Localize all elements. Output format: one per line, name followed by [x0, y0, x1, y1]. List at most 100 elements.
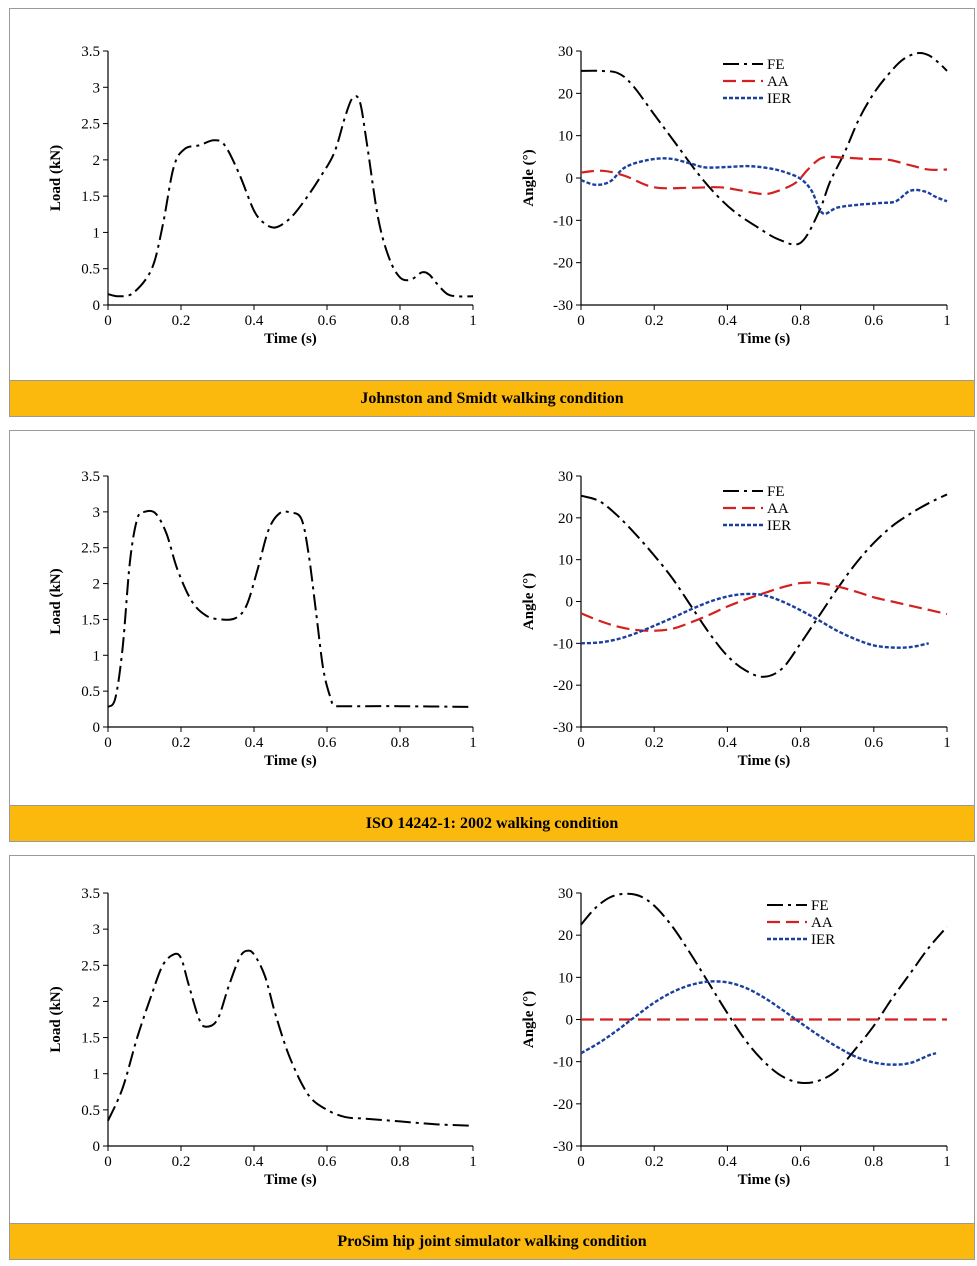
load-xtick-label: 0 — [104, 313, 112, 329]
load-series-fe — [107, 509, 474, 708]
load-xtick-label: 0.6 — [318, 735, 337, 751]
angle-legend-label-fe: FE — [767, 57, 785, 73]
angle-xtick-label: 0.4 — [718, 735, 737, 751]
load-ylabel: Load (kN) — [48, 145, 64, 211]
load-ytick-label: 3 — [93, 922, 101, 938]
angle-legend-label-aa: AA — [767, 74, 789, 90]
angle-ytick-label: -30 — [553, 720, 573, 736]
angle-ytick-label: 30 — [558, 44, 573, 60]
load-xtick-label: 0 — [104, 735, 112, 751]
angle-ytick-label: -10 — [553, 213, 573, 229]
angle-xtick-label: 0.6 — [791, 1154, 810, 1170]
load-ytick-label: 3.5 — [81, 886, 100, 902]
angle-xtick-label: 0.8 — [791, 313, 810, 329]
load-xtick-label: 0.4 — [245, 1154, 264, 1170]
angle-ytick-label: 20 — [558, 86, 573, 102]
angle-ytick-label: -10 — [553, 636, 573, 652]
angle-legend-label-aa: AA — [811, 915, 833, 931]
angle-chart: -30 -20 -10 0 10 20 30 0 0.2 0.4 0.8 0.6 1 Time (s) An… — [521, 44, 951, 347]
angle-xtick-label: 0.2 — [645, 735, 664, 751]
load-ylabel: Load (kN) — [48, 986, 64, 1052]
load-ytick-label: 2 — [93, 153, 101, 169]
angle-xtick-label: 0.8 — [864, 1154, 883, 1170]
angle-series-fe — [580, 892, 948, 1085]
load-ytick-label: 2 — [93, 994, 101, 1010]
angle-chart: -30 -20 -10 0 10 20 30 0 0.2 0.4 0.6 0.8 1 Time (s) An… — [521, 886, 951, 1188]
angle-ylabel: Angle (°) — [521, 149, 537, 206]
load-xtick-label: 0 — [104, 1154, 112, 1170]
load-xtick-label: 0.8 — [391, 1154, 410, 1170]
load-ytick-label: 2.5 — [81, 958, 100, 974]
panel-caption: ISO 14242-1: 2002 walking condition — [10, 805, 974, 841]
angle-ytick-label: -10 — [553, 1055, 573, 1071]
angle-ytick-label: 20 — [558, 928, 573, 944]
load-xtick-label: 0.8 — [391, 313, 410, 329]
load-xtick-label: 0.8 — [391, 735, 410, 751]
angle-xtick-label: 0 — [577, 1154, 585, 1170]
angle-ytick-label: -30 — [553, 298, 573, 314]
angle-xtick-label: 0 — [577, 735, 585, 751]
load-ytick-label: 3.5 — [81, 44, 100, 60]
load-ytick-label: 2 — [93, 577, 101, 593]
load-xtick-label: 1 — [469, 313, 477, 329]
load-xlabel: Time (s) — [264, 753, 317, 769]
angle-xtick-label: 0.6 — [864, 735, 883, 751]
load-ytick-label: 3 — [93, 505, 101, 521]
chart-pair-johnston-smidt: 0 0.5 1 1.5 2 2.5 3 3.5 0 0.2 0.4 0.6 0.8 1 Time (s) Lo… — [48, 44, 951, 347]
angle-xtick-label: 0.4 — [718, 313, 737, 329]
angle-series-ier — [580, 157, 948, 215]
load-ytick-label: 0 — [93, 720, 101, 736]
load-xlabel: Time (s) — [264, 331, 317, 347]
angle-legend-label-ier: IER — [811, 932, 835, 948]
angle-series-ier — [580, 980, 937, 1066]
angle-legend-label-ier: IER — [767, 91, 791, 107]
panel-iso-14242: 0 0.5 1 1.5 2 2.5 3 3.5 0 0.2 0.4 0.6 0.8 1 Time (s) Lo… — [9, 430, 975, 842]
chart-pair-iso-14242: 0 0.5 1 1.5 2 2.5 3 3.5 0 0.2 0.4 0.6 0.8 1 Time (s) Lo… — [48, 469, 951, 769]
angle-ytick-label: -30 — [553, 1139, 573, 1155]
angle-ytick-label: 10 — [558, 553, 573, 569]
load-xtick-label: 0.4 — [245, 735, 264, 751]
angle-ytick-label: -20 — [553, 1097, 573, 1113]
load-xtick-label: 0.2 — [172, 313, 191, 329]
load-xtick-label: 0.6 — [318, 313, 337, 329]
angle-ytick-label: 10 — [558, 129, 573, 145]
panel-caption: Johnston and Smidt walking condition — [10, 380, 974, 416]
angle-xtick-label: 0.2 — [645, 313, 664, 329]
load-ytick-label: 0 — [93, 1139, 101, 1155]
load-xtick-label: 0.6 — [318, 1154, 337, 1170]
angle-xtick-label: 0.8 — [791, 735, 810, 751]
load-series-fe — [107, 95, 474, 298]
load-ytick-label: 1 — [93, 225, 101, 241]
angle-ytick-label: 0 — [566, 595, 574, 611]
angle-ytick-label: 20 — [558, 511, 573, 527]
panel-caption: ProSim hip joint simulator walking condi… — [10, 1223, 974, 1259]
load-ytick-label: 0.5 — [81, 1103, 100, 1119]
load-xtick-label: 0.2 — [172, 735, 191, 751]
angle-series-ier — [580, 592, 929, 649]
angle-xtick-label: 0 — [577, 313, 585, 329]
angle-xlabel: Time (s) — [738, 753, 791, 769]
angle-xlabel: Time (s) — [738, 1172, 791, 1188]
angle-series-fe — [580, 493, 948, 678]
angle-xtick-label: 0.2 — [645, 1154, 664, 1170]
load-ytick-label: 2.5 — [81, 117, 100, 133]
load-ytick-label: 1.5 — [81, 189, 100, 205]
angle-xtick-label: 1 — [943, 313, 951, 329]
angle-ytick-label: 10 — [558, 970, 573, 986]
load-xtick-label: 0.2 — [172, 1154, 191, 1170]
load-ytick-label: 1.5 — [81, 612, 100, 628]
angle-ylabel: Angle (°) — [521, 573, 537, 630]
angle-ytick-label: 30 — [558, 469, 573, 485]
angle-xtick-label: 1 — [943, 1154, 951, 1170]
load-series-fe — [107, 949, 474, 1127]
load-ytick-label: 0.5 — [81, 684, 100, 700]
panel-prosim: 0 0.5 1 1.5 2 2.5 3 3.5 0 0.2 0.4 0.6 0.8 1 Time (s) Lo… — [9, 855, 975, 1260]
load-xtick-label: 1 — [469, 1154, 477, 1170]
angle-legend-label-ier: IER — [767, 518, 791, 534]
load-chart: 0 0.5 1 1.5 2 2.5 3 3.5 0 0.2 0.4 0.6 0.8 1 Time (s) Lo… — [48, 469, 477, 769]
angle-series-fe — [580, 51, 948, 246]
load-ytick-label: 3 — [93, 80, 101, 96]
load-xtick-label: 0.4 — [245, 313, 264, 329]
